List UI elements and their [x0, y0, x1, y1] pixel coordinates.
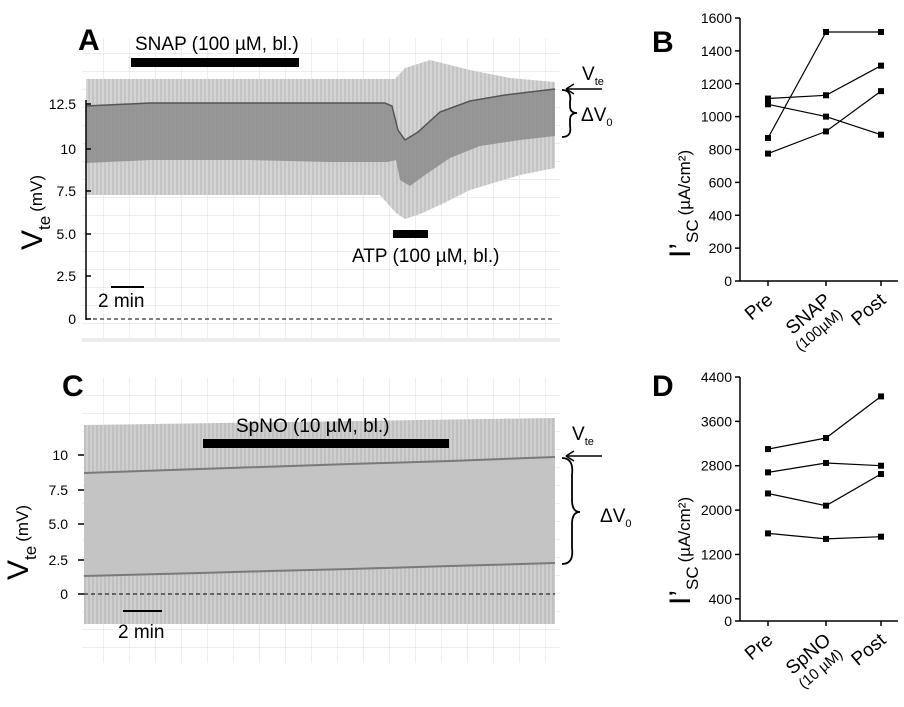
- vte-label-c: Vte: [572, 424, 594, 448]
- ytick-label-b-7: 1400: [701, 43, 732, 59]
- ytick-label-b-6: 1200: [701, 76, 732, 92]
- trace-c-lower-edge: [83, 562, 556, 577]
- scale-label-c: 2 min: [118, 622, 164, 643]
- xtick-label-d-1: SpNO(10 µM): [782, 630, 846, 693]
- ytick-label-b-4: 800: [709, 142, 733, 158]
- ylabel-d: I’SC(µA/cm²): [664, 497, 702, 605]
- ytick-a-2: 7.5: [57, 183, 77, 199]
- trace-c-upper-edge: [83, 456, 556, 474]
- ytick-a-3: 5.0: [57, 226, 77, 242]
- data-point-d-1-1: [823, 459, 829, 466]
- ytick-label-d-5: 3600: [701, 413, 732, 429]
- panel-letter-c: C: [62, 370, 84, 403]
- ytick-a-1: 10: [60, 141, 76, 157]
- data-point-b-2-1: [823, 92, 829, 99]
- ytick-label-d-6: 4400: [701, 369, 732, 385]
- data-point-d-2-2: [878, 471, 884, 478]
- scale-label-a: 2 min: [98, 291, 144, 312]
- data-point-b-0-2: [878, 28, 884, 35]
- dv0-brace-c: [561, 457, 581, 565]
- data-point-b-1-1: [823, 128, 829, 135]
- ytick-label-d-0: 0: [724, 613, 732, 629]
- atp-bar-label: ATP (100 µM, bl.): [352, 246, 500, 267]
- ytick-label-b-1: 200: [709, 240, 733, 256]
- ytick-c-0: 10: [52, 447, 68, 463]
- series-line-d-0: [767, 395, 882, 450]
- data-point-b-3-2: [878, 131, 884, 138]
- data-point-b-0-1: [823, 28, 829, 35]
- snap-bar: [131, 58, 299, 67]
- data-point-d-1-2: [878, 462, 884, 469]
- series-line-b-1: [767, 90, 882, 155]
- ytick-label-b-5: 1000: [701, 109, 732, 125]
- trace-a-upper-edge: [85, 88, 556, 142]
- data-point-d-2-1: [823, 502, 829, 509]
- ylabel-a: Vte(mV): [16, 175, 54, 250]
- data-point-b-3-1: [823, 113, 829, 120]
- trace-a-dark: [86, 89, 555, 186]
- ytick-c-2: 5.0: [49, 516, 69, 532]
- ytick-label-b-2: 400: [709, 207, 733, 223]
- xtick-label-b-0: Pre: [741, 290, 777, 325]
- data-point-d-1-0: [765, 469, 771, 476]
- ytick-label-d-1: 400: [709, 591, 733, 607]
- series-line-d-2: [767, 473, 882, 507]
- trace-c-mid: [84, 457, 555, 576]
- data-point-d-3-2: [878, 533, 884, 540]
- snap-bar-label: SNAP (100 µM, bl.): [135, 34, 299, 55]
- panel-a: 12.5 10 7.5 5.0 2.5 0 Vte(mV) A SNAP (10…: [16, 24, 613, 342]
- data-point-d-2-0: [765, 490, 771, 497]
- data-point-d-3-0: [765, 530, 771, 537]
- xtick-label-d-2: Post: [848, 629, 891, 670]
- panel-letter-d: D: [652, 370, 674, 403]
- ytick-c-4: 0: [60, 586, 68, 602]
- chart-paper-a-bottom: [82, 338, 560, 342]
- data-point-b-1-2: [878, 88, 884, 95]
- series-line-b-0: [767, 31, 881, 139]
- vte-arrowhead-a: [565, 83, 575, 95]
- xtick-label-b-2: Post: [848, 289, 891, 330]
- ytick-a-0: 12.5: [49, 96, 76, 112]
- ylabel-c: Vte(mV): [2, 505, 40, 580]
- panel-c: 10 7.5 5.0 2.5 0 Vte(mV) C SpNO (10 µM, …: [2, 370, 632, 663]
- spno-bar: [203, 439, 449, 448]
- ylabel-b: I’SC(µA/cm²): [664, 150, 702, 258]
- dv0-label-c: ΔV0: [600, 506, 632, 530]
- panel-d: D I’SC(µA/cm²) 0 400 1200 2000 2800 3600 4400 P…: [652, 369, 898, 692]
- xtick-label-b-1: SNAP(100µM): [779, 290, 846, 355]
- vte-label-a: Vte: [582, 64, 604, 88]
- ytick-label-d-4: 2800: [701, 458, 732, 474]
- data-point-d-0-0: [765, 446, 771, 453]
- ytick-label-b-0: 0: [724, 273, 732, 289]
- ytick-a-4: 2.5: [57, 268, 77, 284]
- ytick-marks-c: [78, 454, 84, 595]
- xtick-label-d-0: Pre: [741, 630, 777, 665]
- data-point-b-2-0: [765, 95, 771, 102]
- panel-letter-a: A: [78, 24, 100, 57]
- ytick-a-5: 0: [68, 311, 76, 327]
- data-point-b-3-0: [765, 101, 771, 108]
- data-point-b-0-0: [765, 134, 771, 141]
- data-point-b-1-0: [765, 150, 771, 157]
- data-point-d-0-2: [878, 393, 884, 400]
- panel-b: B I’SC(µA/cm²) 0 200 400 600 800 1000 1200 1400…: [652, 10, 898, 355]
- panel-letter-b: B: [652, 26, 674, 59]
- data-point-d-0-1: [823, 435, 829, 441]
- ytick-label-b-3: 600: [709, 174, 733, 190]
- ytick-label-d-3: 2000: [701, 502, 732, 518]
- spno-bar-label: SpNO (10 µM, bl.): [236, 416, 389, 437]
- data-point-b-2-2: [878, 62, 884, 69]
- ytick-c-1: 7.5: [49, 482, 69, 498]
- ytick-label-d-2: 1200: [701, 546, 732, 562]
- ytick-label-b-8: 1600: [701, 10, 732, 26]
- atp-bar: [393, 230, 428, 238]
- data-point-d-3-1: [823, 535, 829, 542]
- vte-arrowhead-c: [565, 450, 575, 462]
- dv0-label-a: ΔV0: [581, 105, 613, 129]
- ytick-c-3: 2.5: [49, 552, 69, 568]
- dv0-brace-a: [561, 89, 578, 138]
